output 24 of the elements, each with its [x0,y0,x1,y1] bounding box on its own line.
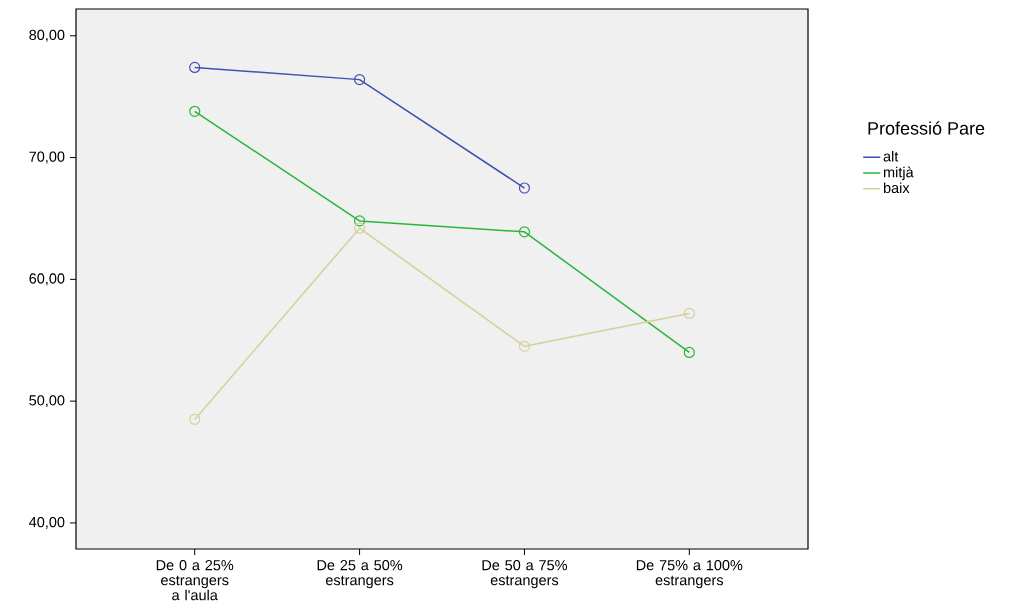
legend-label: mitjà [883,166,914,181]
point [189,105,201,117]
point [189,413,201,426]
legend-label: alt [883,150,899,162]
point [683,346,695,359]
x-tick-label: De 50 a 75% estrangers [482,560,568,589]
y-tick-label: 50,00 [29,395,65,408]
point [518,182,531,194]
y-tick-label: 70,00 [29,151,65,164]
x-tick-label: De 75% a 100% estrangers [636,560,743,589]
point [353,215,366,227]
point [353,222,366,234]
y-tick-label: 60,00 [29,273,65,286]
point [353,74,366,86]
legend-label: baix [883,182,910,194]
point [518,340,531,352]
y-tick-label: 40,00 [29,516,65,529]
point [189,61,201,74]
x-tick-label: De 0 a 25% estrangers a l'aula [156,560,234,601]
point [683,307,695,320]
point [518,226,531,238]
y-tick-label: 80,00 [29,29,65,42]
legend-title: Professió Pare [868,121,985,135]
x-tick-label: De 25 a 50% estrangers [317,560,403,589]
